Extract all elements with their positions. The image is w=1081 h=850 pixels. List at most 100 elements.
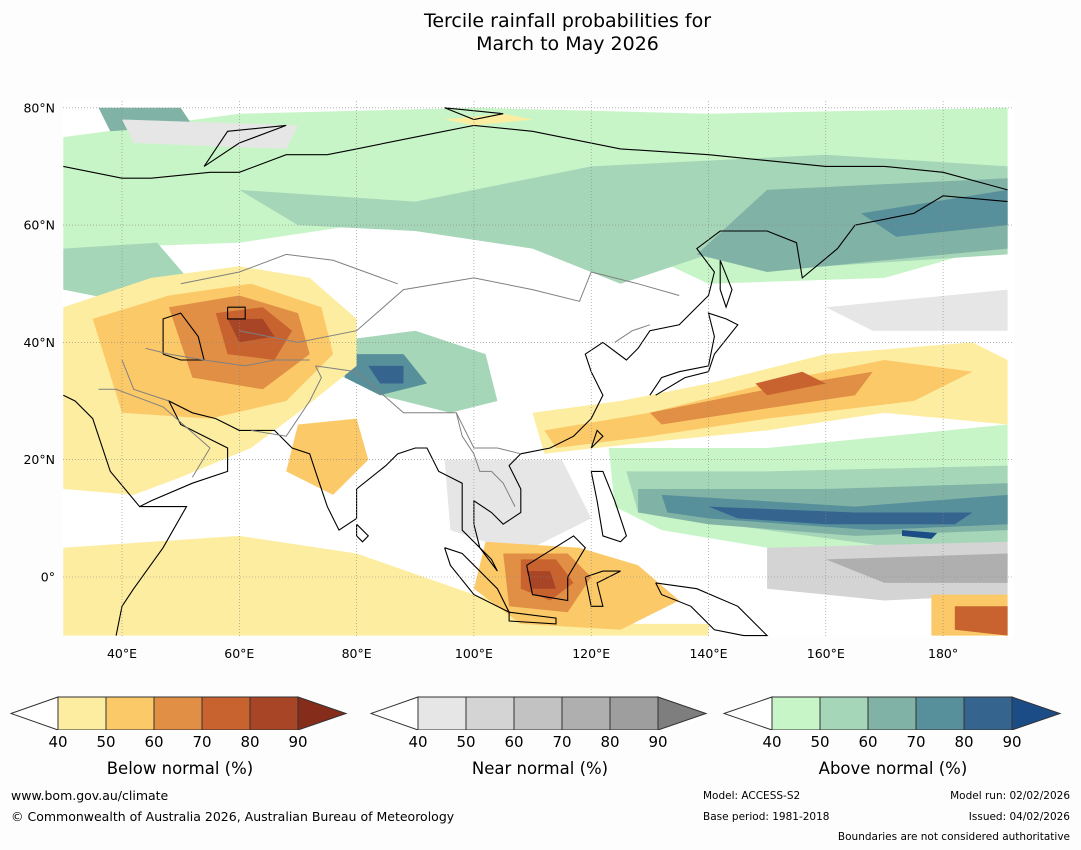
sakhalin-coastline — [719, 260, 733, 309]
colorbar-segment — [513, 696, 563, 730]
gridlines — [63, 101, 1014, 637]
lon-label: 180° — [928, 646, 958, 661]
legend-above-normal: 40 50 60 70 80 90 Above normal (%) — [723, 690, 1063, 780]
legend-tick: 80 — [954, 733, 974, 751]
near-normal-area — [825, 289, 1008, 331]
colorbar-high-extension — [1011, 696, 1062, 730]
legend-tick: 70 — [906, 733, 926, 751]
lon-label: 80°E — [342, 646, 372, 661]
legend-tick: 40 — [408, 733, 428, 751]
country-border — [455, 412, 516, 507]
colorbar-segment — [963, 696, 1013, 730]
below-normal-area — [444, 113, 533, 126]
colorbar-high-extension — [297, 696, 348, 730]
below-normal-area — [526, 571, 556, 589]
sulawesi-coastline — [584, 570, 621, 607]
colorbar-segment — [819, 696, 869, 730]
legend-tick: 60 — [144, 733, 164, 751]
country-border — [250, 365, 322, 437]
country-border — [98, 388, 211, 478]
coastlines — [63, 107, 1008, 637]
boundaries-disclaimer: Boundaries are not considered authoritat… — [837, 831, 1070, 843]
colorbar-segment — [105, 696, 155, 730]
rainfall-probability-map: 80°N 60°N 40°N 20°N 0° 40°E 60°E 80°E 100°E 120°… — [23, 100, 1014, 661]
legend-tick: 40 — [762, 733, 782, 751]
lon-label: 160°E — [807, 646, 845, 661]
country-borders — [98, 253, 680, 507]
legend-tick: 40 — [48, 733, 68, 751]
legend-below-normal: 40 50 60 70 80 90 Below normal (%) — [10, 690, 350, 780]
lat-label: 40°N — [23, 335, 55, 350]
map-title: Tercile rainfall probabilities for March… — [0, 10, 1081, 56]
legend-tick: 50 — [810, 733, 830, 751]
country-border — [239, 271, 680, 343]
lat-label: 0° — [41, 570, 55, 585]
model-run-text: Model run: 02/02/2026 — [950, 790, 1070, 802]
country-border — [614, 324, 651, 343]
near-normal-area — [122, 119, 298, 149]
copyright-text: © Commonwealth of Australia 2026, Austra… — [11, 809, 455, 824]
lon-label: 40°E — [107, 646, 137, 661]
below-normal-area — [286, 418, 369, 495]
legend-tick: 60 — [858, 733, 878, 751]
issued-text: Issued: 04/02/2026 — [968, 811, 1070, 823]
colorbar-segment — [561, 696, 611, 730]
legend-tick: 90 — [1002, 733, 1022, 751]
arctic-coastline — [63, 124, 1008, 191]
lat-label: 20°N — [23, 452, 55, 467]
colorbar-segment — [201, 696, 251, 730]
legend-tick: 50 — [96, 733, 116, 751]
legend-label: Below normal (%) — [106, 759, 254, 778]
country-border — [121, 359, 170, 402]
legend-tick: 90 — [288, 733, 308, 751]
mainland-coastline — [63, 195, 1008, 572]
longitude-labels: 40°E 60°E 80°E 100°E 120°E 140°E 160°E 180° — [107, 646, 958, 661]
colorbar-segment — [249, 696, 299, 730]
above-normal-area — [708, 506, 973, 525]
below-normal-area — [755, 371, 826, 396]
title-line-2: March to May 2026 — [476, 33, 659, 55]
legend-tick: 90 — [648, 733, 668, 751]
caspian-coastline — [162, 312, 205, 361]
legend-tick: 60 — [504, 733, 524, 751]
near-normal-area — [444, 459, 592, 554]
below-normal-area — [227, 318, 275, 343]
lon-label: 120°E — [572, 646, 610, 661]
below-normal-colorbar — [10, 696, 348, 730]
country-border — [315, 365, 521, 455]
legend-tick: 70 — [552, 733, 572, 751]
model-text: Model: ACCESS-S2 — [703, 790, 801, 802]
colorbar-high-extension — [657, 696, 708, 730]
lon-label: 100°E — [455, 646, 493, 661]
colorbar-segment — [609, 696, 659, 730]
africa-coastline — [115, 506, 188, 636]
legend-label: Above normal (%) — [818, 759, 968, 778]
colorbar-segment — [57, 696, 107, 730]
lon-label: 60°E — [224, 646, 254, 661]
colorbar-segment — [867, 696, 917, 730]
colorbar-segment — [465, 696, 515, 730]
colorbar-low-extension — [723, 696, 773, 730]
base-period-text: Base period: 1981-2018 — [703, 811, 830, 823]
near-normal-colorbar — [370, 696, 708, 730]
website-link[interactable]: www.bom.gov.au/climate — [11, 788, 169, 803]
latitude-labels: 80°N 60°N 40°N 20°N 0° — [23, 100, 55, 584]
legend-tick: 50 — [456, 733, 476, 751]
country-border — [180, 253, 398, 285]
title-line-1: Tercile rainfall probabilities for — [423, 10, 712, 32]
aral-coastline — [227, 306, 246, 320]
legend-label: Near normal (%) — [471, 759, 609, 778]
legend-tick: 80 — [600, 733, 620, 751]
novaya-zemlya-coastline — [203, 124, 287, 167]
legend-tick: 80 — [240, 733, 260, 751]
above-normal-area — [902, 530, 938, 539]
colorbar-segment — [915, 696, 965, 730]
sri-lanka-coastline — [356, 523, 370, 543]
japan-coastline — [649, 312, 739, 396]
colorbar-segment — [153, 696, 203, 730]
new-guinea-coastline — [655, 582, 769, 637]
below-normal-area — [954, 606, 1008, 636]
colorbar-segment — [771, 696, 821, 730]
legend-near-normal: 40 50 60 70 80 90 Near normal (%) — [370, 690, 710, 780]
country-border — [145, 347, 310, 367]
